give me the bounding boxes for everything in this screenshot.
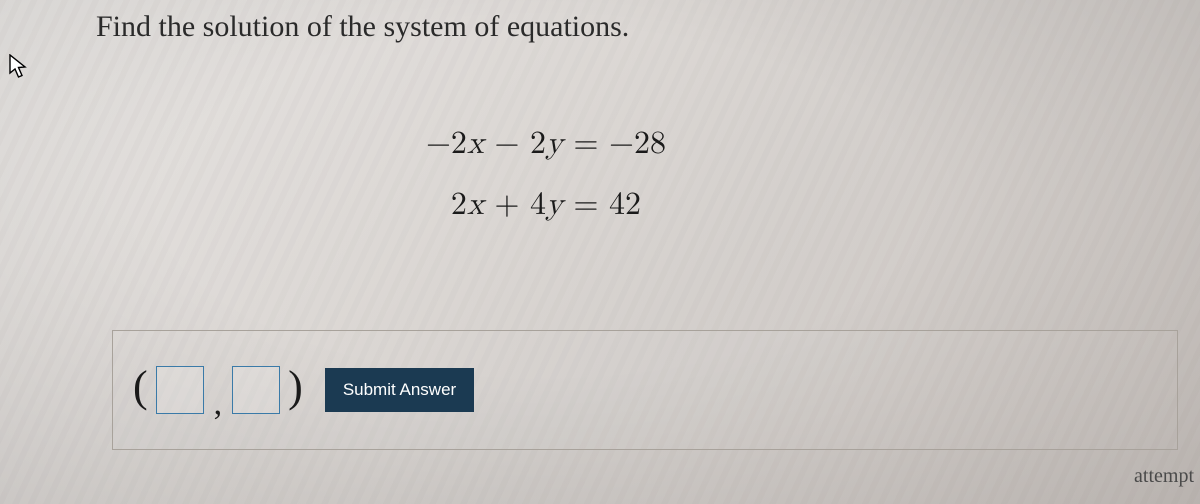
cursor-icon — [8, 54, 30, 80]
submit-answer-button[interactable]: Submit Answer — [325, 368, 474, 412]
problem-prompt: Find the solution of the system of equat… — [96, 10, 1200, 44]
close-paren: ) — [288, 365, 303, 415]
answer-y-input[interactable] — [232, 366, 280, 414]
open-paren: ( — [133, 365, 148, 415]
equation-system: −2x − 2y = −28 2x + 4y = 42 — [96, 114, 996, 236]
problem-content: Find the solution of the system of equat… — [96, 10, 1200, 504]
answer-comma: , — [214, 385, 223, 449]
equation-line-1: −2x − 2y = −28 — [96, 114, 996, 175]
answer-x-input[interactable] — [156, 366, 204, 414]
answer-container: ( , ) Submit Answer — [112, 330, 1178, 450]
equation-line-2: 2x + 4y = 42 — [96, 175, 996, 236]
attempt-label: attempt — [1134, 465, 1194, 488]
